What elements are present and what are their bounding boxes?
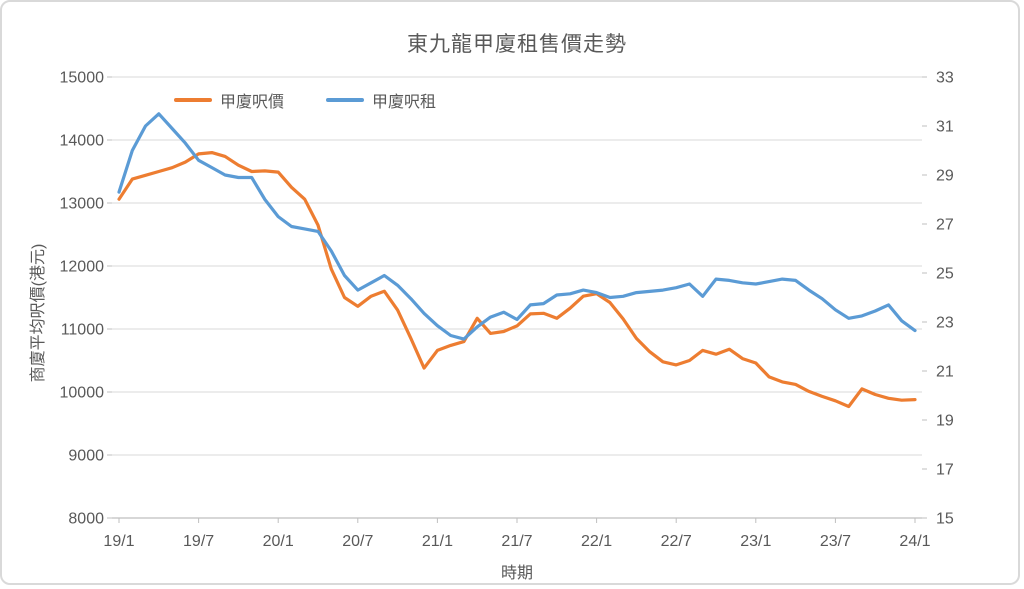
- price-line-marker: [174, 98, 212, 102]
- y-left-tick-label: 8000: [68, 511, 104, 528]
- chart-title: 東九龍甲廈租售價走勢: [407, 33, 627, 56]
- x-axis-title: 時期: [500, 565, 533, 582]
- y-left-tick-label: 11000: [61, 322, 104, 339]
- x-tick-label: 23/1: [740, 533, 771, 550]
- x-tick-label: 24/1: [899, 533, 930, 550]
- x-tick-label: 19/1: [103, 533, 134, 550]
- y-right-tick-label: 15: [936, 511, 954, 528]
- rent-line-marker: [326, 98, 365, 102]
- y-right-tick-label: 27: [936, 217, 954, 234]
- y-left-tick-label: 9000: [68, 448, 104, 465]
- y-left-tick-label: 14000: [60, 133, 105, 150]
- y-right-tick-label: 29: [936, 168, 954, 185]
- y-right-tick-label: 33: [936, 70, 954, 87]
- y-right-tick-label: 21: [936, 364, 954, 381]
- y-right-tick-label: 17: [936, 462, 954, 479]
- y-left-tick-label: 13000: [60, 196, 105, 213]
- y-right-tick-label: 23: [936, 315, 954, 332]
- x-tick-label: 21/7: [501, 533, 532, 550]
- y-right-tick-label: 25: [936, 266, 954, 283]
- legend-item-rent: 甲廈呎租: [326, 88, 436, 112]
- y-left-tick-label: 12000: [60, 259, 105, 276]
- rent-series-line: [117, 112, 917, 341]
- price-series-line: [117, 151, 917, 409]
- x-tick-label: 20/7: [342, 533, 373, 550]
- x-tick-label: 22/7: [661, 533, 692, 550]
- legend: 甲廈呎價 甲廈呎租: [174, 88, 436, 112]
- y-right-tick-label: 31: [936, 119, 954, 136]
- y-left-tick-label: 10000: [60, 385, 105, 402]
- x-tick-label: 19/7: [183, 533, 214, 550]
- legend-item-price: 甲廈呎價: [174, 88, 284, 112]
- y-left-tick-label: 15000: [60, 70, 105, 87]
- x-tick-label: 20/1: [263, 533, 294, 550]
- y-axis-title: 商廈平均呎價(港元): [30, 243, 47, 383]
- x-tick-label: 23/7: [820, 533, 851, 550]
- legend-label-rent: 甲廈呎租: [372, 94, 437, 111]
- legend-label-price: 甲廈呎價: [220, 94, 285, 111]
- x-tick-label: 22/1: [581, 533, 612, 550]
- y-right-tick-label: 19: [936, 413, 954, 430]
- x-tick-label: 21/1: [422, 533, 453, 550]
